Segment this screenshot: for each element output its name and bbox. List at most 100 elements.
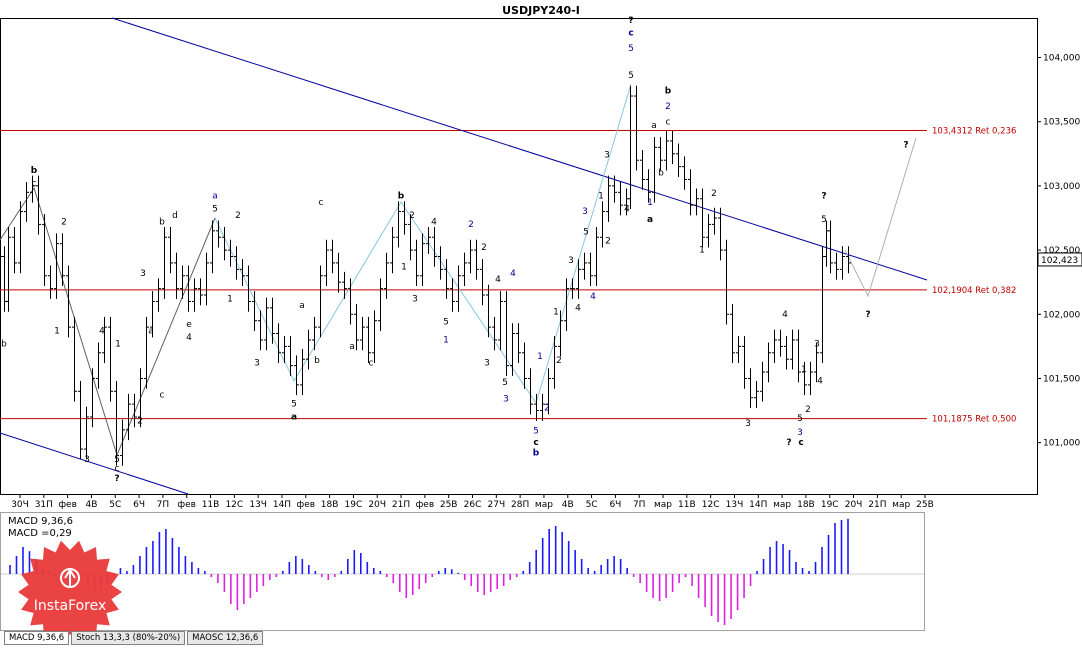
wave-label: b — [314, 356, 320, 366]
wave-label: 5 — [797, 414, 803, 424]
x-tick-label: 7П — [157, 500, 170, 510]
wave-label: e — [186, 320, 192, 330]
wave-label: 3 — [484, 359, 490, 369]
current-price-label: 102,423 — [1041, 256, 1078, 266]
wave-label: 2 — [805, 405, 811, 415]
indicator-frame — [0, 512, 925, 631]
wave-label: b — [1, 339, 7, 349]
wave-label: 5 — [628, 44, 634, 54]
x-tick-label: 20Ч — [845, 500, 863, 510]
wave-label: 1 — [647, 198, 653, 208]
macd-histogram — [1, 518, 924, 625]
wave-label: a — [651, 121, 657, 131]
x-tick-label: 5С — [109, 500, 121, 510]
wave-label: 4 — [624, 205, 630, 215]
wave-label: 1 — [401, 262, 407, 272]
y-tick-label: 101,000 — [1043, 439, 1080, 449]
wave-label: ? — [865, 310, 870, 320]
wave-label: 3 — [503, 395, 509, 405]
x-tick-label: 12С — [702, 500, 720, 510]
wave-label: ? — [114, 474, 119, 484]
tab-maosc[interactable]: MAOSC 12,36,6 — [187, 631, 264, 645]
wave-label: c — [798, 438, 803, 448]
wave-label: 4 — [186, 333, 192, 343]
wave-label: c — [32, 179, 37, 189]
x-tick-label: 25В — [440, 500, 458, 510]
x-tick-label: мар — [892, 500, 910, 510]
x-tick-label: 4В — [85, 500, 97, 510]
wave-label: 1 — [54, 327, 60, 337]
x-tick-label: фев — [297, 500, 316, 510]
x-tick-label: 5С — [586, 500, 598, 510]
wave-label: c — [666, 117, 671, 127]
wave-label: 1 — [699, 246, 705, 256]
x-tick-label: 4В — [562, 500, 574, 510]
x-tick-label: фев — [177, 500, 196, 510]
wave-label: a — [349, 342, 355, 352]
wave-label: 2 — [235, 211, 241, 221]
wave-label: a — [148, 327, 154, 337]
wave-label: b — [31, 166, 38, 176]
trend-channel-upper — [111, 17, 928, 281]
wave-label: 5 — [114, 455, 120, 465]
x-tick-label: 27Ч — [488, 500, 506, 510]
wave-label: 2 — [468, 220, 474, 230]
wave-label: 3 — [84, 455, 90, 465]
wave-label: 4 — [782, 310, 788, 320]
wave-label: b — [665, 86, 672, 96]
wave-label: 4 — [431, 217, 437, 227]
wave-label: 5 — [291, 400, 297, 410]
y-tick-label: 102,000 — [1043, 310, 1080, 320]
wave-label: 3 — [140, 269, 146, 279]
wave-label: 3 — [745, 419, 751, 429]
wave-label: 3 — [604, 151, 610, 161]
x-tick-label: 31П — [35, 500, 53, 510]
x-tick-label: 25В — [916, 500, 934, 510]
wave-label: 2 — [605, 237, 611, 247]
logo-badge-icon — [18, 540, 122, 644]
x-tick-label: 14П — [749, 500, 767, 510]
x-tick-label: 6Ч — [133, 500, 145, 510]
wave-label: 5 — [821, 215, 827, 225]
wave-label: 3 — [254, 359, 260, 369]
tab-stoch[interactable]: Stoch 13,3,3 (80%-20%) — [71, 631, 186, 645]
price-axis: 104,000 103,500 103,000 102,500 102,000 101,5… — [1037, 54, 1082, 449]
wave-label: 1 — [537, 352, 543, 362]
wave-label: 5 — [212, 205, 218, 215]
wave-label: 2 — [409, 211, 415, 221]
x-tick-label: 11В — [678, 500, 696, 510]
wave-label: 2 — [556, 356, 562, 366]
wave-label: c — [319, 198, 324, 208]
wave-label: 2 — [61, 217, 67, 227]
main-plot-frame — [0, 18, 1038, 495]
wave-label: c — [628, 29, 633, 39]
level-label: 103,4312 Ret 0,236 — [932, 127, 1016, 137]
x-tick-label: мар — [773, 500, 791, 510]
logo-text: InstaForex — [33, 598, 107, 614]
x-tick-label: 21П — [868, 500, 886, 510]
wave-label: 3 — [797, 428, 803, 438]
x-tick-label: фев — [58, 500, 77, 510]
wave-label: ? — [628, 16, 633, 26]
time-axis: 30Ч 31П фев 4В 5С 6Ч 7П фев 11В 12С 13Ч 14П фев 18В 19… — [11, 494, 934, 510]
wave-label: 2 — [481, 243, 487, 253]
wave-label: ? — [903, 140, 908, 150]
x-tick-label: 14П — [273, 500, 291, 510]
wave-label: a — [647, 215, 653, 225]
wave-label: 5 — [502, 378, 508, 388]
x-tick-label: 7П — [633, 500, 646, 510]
level-label: 101,1875 Ret 0,500 — [932, 415, 1016, 425]
wave-label: 4 — [99, 327, 105, 337]
indicator-name: MACD 9,36,6 — [8, 516, 73, 527]
indicator-value: MACD =0,29 — [8, 528, 72, 539]
wave-label: c — [115, 464, 120, 474]
tab-macd[interactable]: MACD 9,36,6 — [4, 631, 70, 645]
x-tick-label: 19С — [821, 500, 839, 510]
wave-label: a — [299, 301, 305, 311]
wave-label: 1 — [598, 192, 604, 202]
wave-label: 1 — [443, 336, 449, 346]
x-tick-label: фев — [416, 500, 435, 510]
wave-label: 5 — [533, 427, 539, 437]
wave-label: 1 — [115, 339, 121, 349]
